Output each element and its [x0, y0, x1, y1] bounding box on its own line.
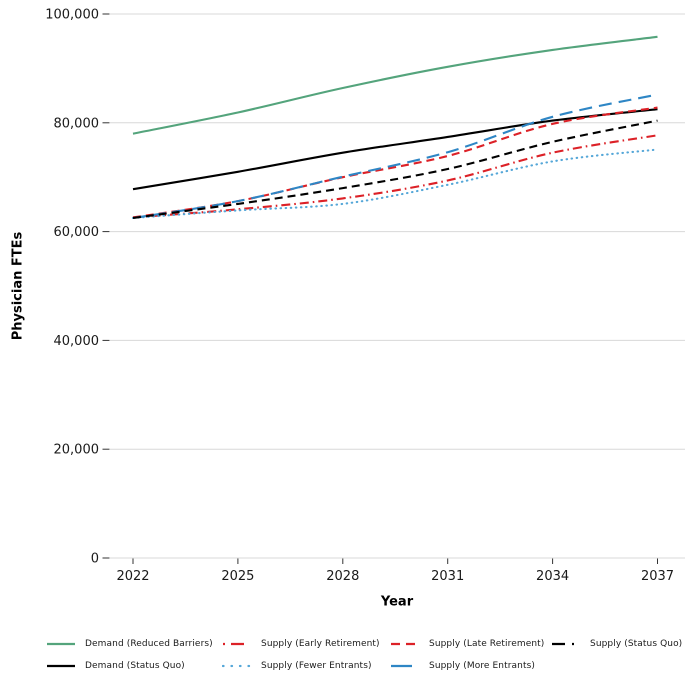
line-demand-status-quo — [132, 108, 658, 191]
x-tick-label: 2034 — [536, 569, 569, 584]
x-tick-label: 2031 — [431, 569, 464, 584]
y-axis-title: Physician FTEs — [10, 231, 26, 341]
y-tick-label: 0 — [91, 552, 99, 567]
x-tick-label: 2028 — [326, 569, 359, 584]
x-tick-label: 2022 — [116, 569, 149, 584]
line-supply-status-quo — [132, 119, 658, 220]
y-tick-label: 60,000 — [54, 225, 100, 240]
line-supply-early-retirement — [132, 134, 658, 219]
y-tick-label: 100,000 — [45, 8, 99, 23]
x-tick-label: 2037 — [641, 569, 674, 584]
line-demand-reduced-barriers — [132, 35, 658, 135]
y-tick-label: 80,000 — [54, 116, 100, 131]
y-tick-label: 20,000 — [54, 443, 100, 458]
line-supply-more-entrants — [132, 93, 658, 220]
y-tick-label: 40,000 — [54, 334, 100, 349]
x-axis-title: Year — [380, 594, 414, 610]
line-supply-late-retirement — [132, 106, 658, 219]
x-tick-label: 2025 — [221, 569, 254, 584]
